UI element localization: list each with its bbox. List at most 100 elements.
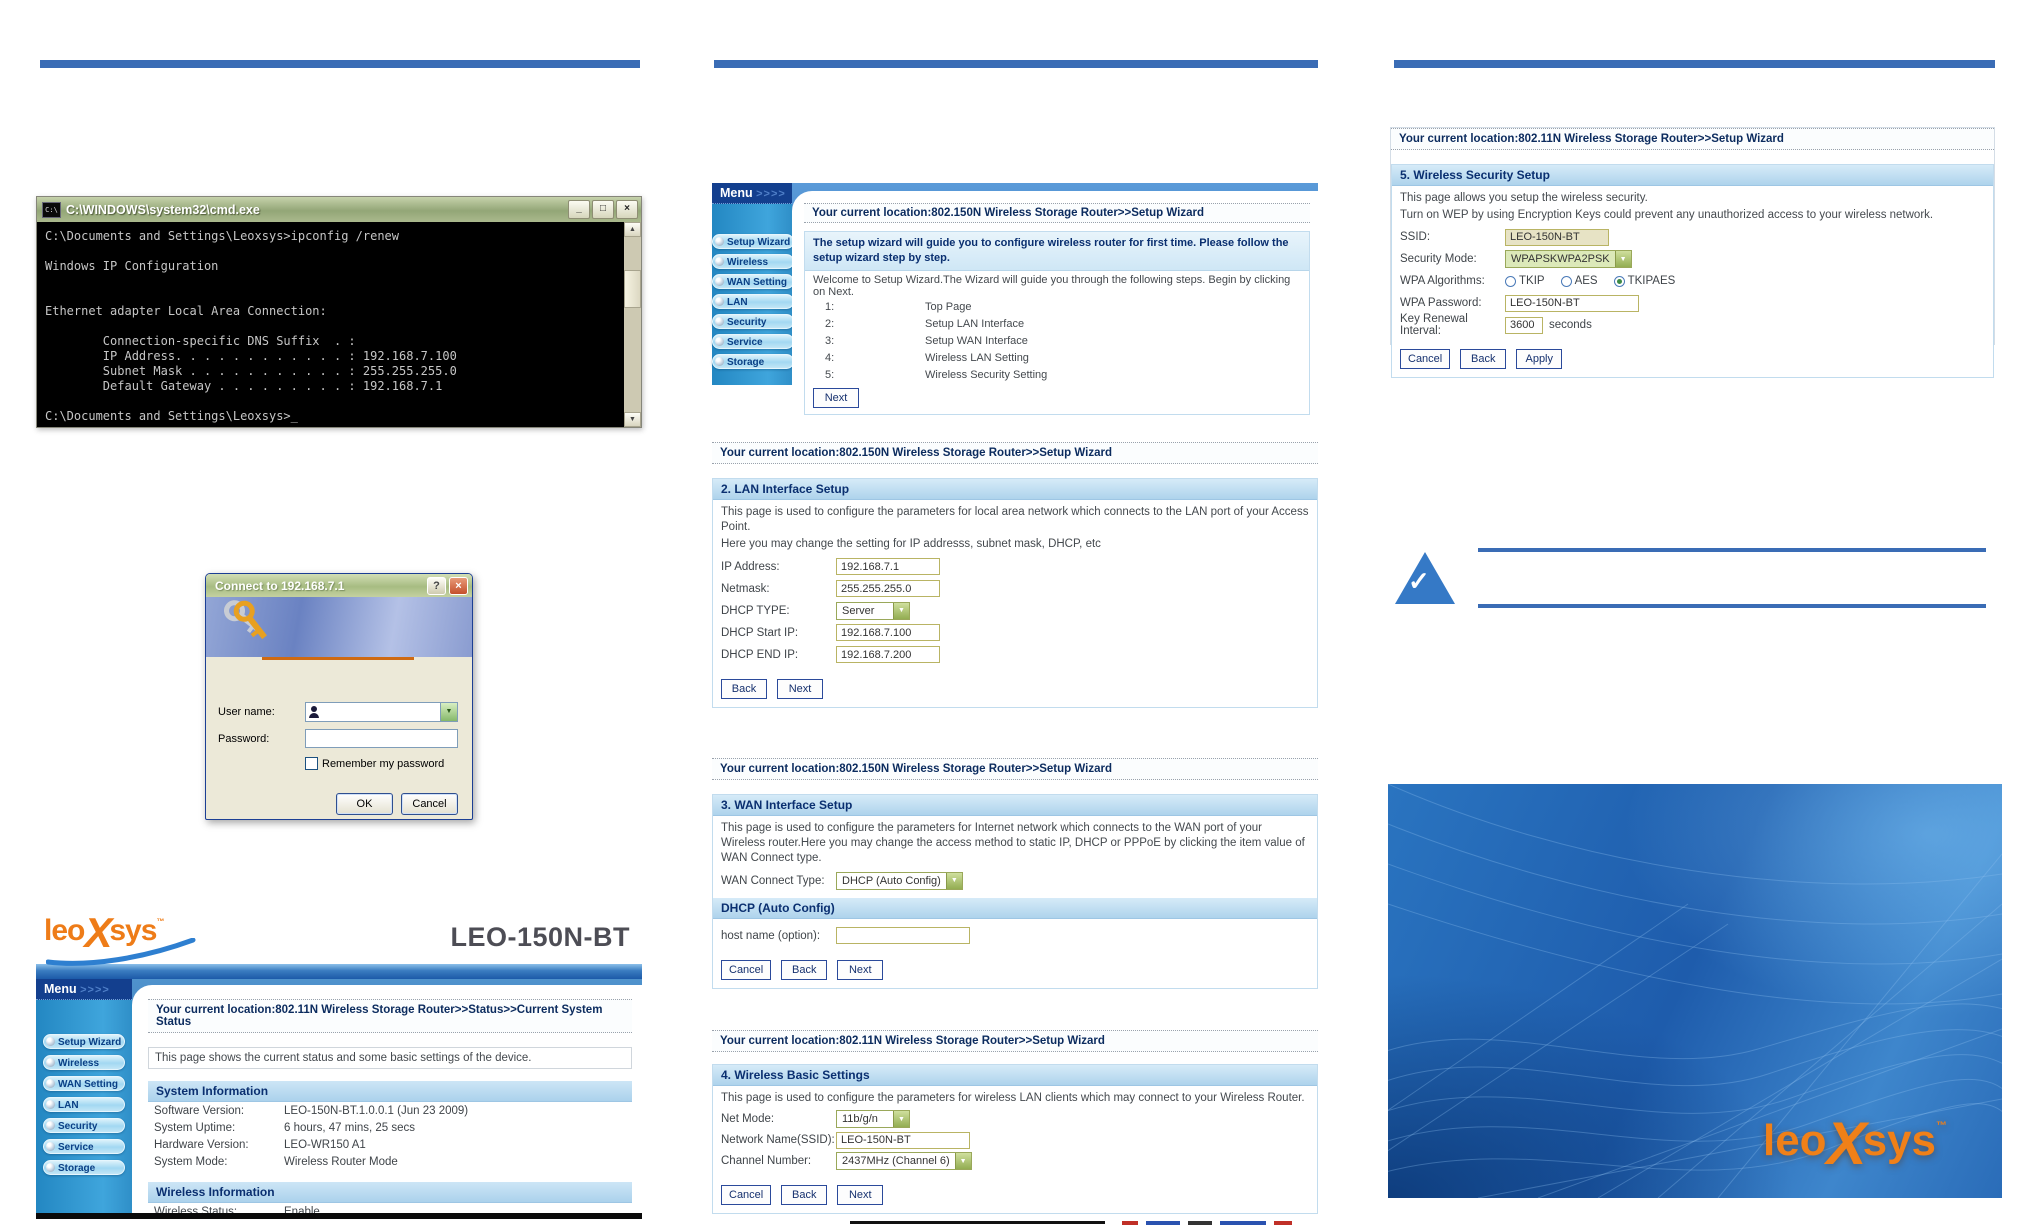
page-header: leoXsys™ LEO-150N-BT — [36, 908, 642, 966]
ok-button[interactable]: OK — [336, 793, 393, 815]
sidebar-item-security[interactable]: Security — [43, 1118, 125, 1133]
remember-checkbox[interactable] — [305, 757, 318, 770]
back-button[interactable]: Back — [781, 959, 828, 980]
host-name-input[interactable] — [836, 927, 970, 945]
wireless-basic-settings-screen: Your current location:802.11N Wireless S… — [712, 1030, 1318, 1215]
chevron-down-icon[interactable]: ▼ — [893, 602, 909, 619]
radio-option-aes[interactable]: AES — [1560, 275, 1598, 287]
sidebar-item-lan[interactable]: LAN — [43, 1097, 125, 1112]
leoxsys-logo: leoXsys™ — [1763, 1114, 1947, 1174]
scrollbar-thumb[interactable] — [624, 270, 641, 308]
radio-icon[interactable] — [1560, 275, 1572, 287]
field-label: DHCP END IP: — [721, 648, 799, 661]
close-icon[interactable]: × — [616, 200, 638, 219]
menu-title: Menu — [720, 186, 753, 200]
step-number: 5: — [825, 368, 835, 381]
sidebar-item-wireless[interactable]: Wireless — [43, 1055, 125, 1070]
remember-password-option[interactable]: Remember my password — [305, 757, 444, 770]
field-label: IP Address: — [721, 560, 780, 573]
sidebar-item-wireless[interactable]: Wireless — [712, 254, 794, 269]
radio-icon[interactable] — [1505, 275, 1516, 287]
wizard-step: 1: Top Page — [805, 299, 1309, 316]
dhcp-end-ip-input[interactable]: 192.168.7.200 — [836, 646, 940, 664]
close-icon[interactable]: × — [449, 576, 468, 595]
security-mode-select[interactable]: WPAPSKWPA2PSK ▼ — [1505, 250, 1632, 269]
row-label: System Uptime: — [154, 1122, 236, 1134]
channel-number-select[interactable]: 2437MHz (Channel 6) ▼ — [836, 1152, 972, 1171]
logo-sys: sys — [1862, 1116, 1936, 1165]
row-value: 6 hours, 47 mins, 25 secs — [284, 1122, 416, 1134]
sidebar-item-setup-wizard[interactable]: Setup Wizard — [43, 1034, 125, 1049]
sidebar-item-setup-wizard[interactable]: Setup Wizard — [712, 234, 794, 249]
chevron-down-icon[interactable]: ▼ — [954, 1153, 971, 1170]
setup-wizard-top-page: Menu >>>> Setup Wizard Wireless WAN Sett… — [712, 183, 1318, 415]
radio-icon-selected[interactable] — [1613, 275, 1625, 287]
lan-interface-setup-screen: Your current location:802.150N Wireless … — [712, 442, 1318, 708]
sidebar-item-security[interactable]: Security — [712, 314, 794, 329]
chevron-down-icon[interactable]: ▼ — [945, 872, 962, 889]
select-value: DHCP (Auto Config) — [837, 872, 946, 889]
user-icon — [309, 706, 319, 718]
note-rule-top — [1478, 548, 1986, 552]
field-label: Channel Number: — [721, 1155, 812, 1168]
radio-option-tkipaes[interactable]: TKIPAES — [1613, 275, 1675, 287]
sidebar-item-service[interactable]: Service — [712, 334, 794, 349]
ip-address-input[interactable]: 192.168.7.1 — [836, 558, 940, 576]
password-field[interactable] — [305, 729, 458, 748]
wpa-password-input[interactable]: LEO-150N-BT — [1505, 294, 1639, 312]
sidebar-item-wan-setting[interactable]: WAN Setting — [712, 274, 794, 289]
cmd-scrollbar[interactable]: ▲ ▼ — [624, 222, 641, 427]
back-button[interactable]: Back — [781, 1185, 828, 1206]
netmask-input[interactable]: 255.255.255.0 — [836, 580, 940, 598]
back-button[interactable]: Back — [721, 678, 767, 699]
next-button[interactable]: Next — [813, 387, 859, 408]
next-button[interactable]: Next — [777, 678, 823, 699]
dialog-titlebar[interactable]: Connect to 192.168.7.1 ? × — [206, 574, 472, 597]
ssid-input[interactable]: LEO-150N-BT — [836, 1131, 970, 1149]
cancel-button[interactable]: Cancel — [721, 959, 772, 980]
cancel-button[interactable]: Cancel — [721, 1185, 772, 1206]
next-button[interactable]: Next — [837, 1185, 884, 1206]
button-row: Cancel Back Apply — [1392, 342, 1993, 377]
dhcp-type-select[interactable]: Server ▼ — [836, 601, 910, 620]
key-renewal-interval-input[interactable]: 3600 — [1505, 316, 1543, 334]
scroll-down-icon[interactable]: ▼ — [624, 412, 641, 427]
username-combobox[interactable]: ▼ — [305, 702, 458, 722]
wan-connect-type-select[interactable]: DHCP (Auto Config) ▼ — [836, 871, 963, 890]
sidebar-item-wan-setting[interactable]: WAN Setting — [43, 1076, 125, 1091]
back-button[interactable]: Back — [1460, 349, 1507, 370]
sidebar-item-storage[interactable]: Storage — [43, 1160, 125, 1175]
form-row: DHCP END IP: 192.168.7.200 — [721, 646, 1309, 664]
next-button[interactable]: Next — [837, 959, 884, 980]
chevron-down-icon[interactable]: ▼ — [893, 1111, 909, 1128]
ssid-input[interactable]: LEO-150N-BT — [1505, 228, 1609, 246]
scroll-up-icon[interactable]: ▲ — [624, 222, 641, 237]
menu-header: Menu >>>> — [712, 183, 792, 204]
help-icon[interactable]: ? — [427, 576, 446, 595]
button-row: Next — [805, 384, 1309, 414]
chevron-down-icon[interactable]: ▼ — [440, 703, 457, 721]
sidebar-item-storage[interactable]: Storage — [712, 354, 794, 369]
step-label: Wireless LAN Setting — [925, 351, 1029, 364]
select-value: Server — [837, 602, 893, 619]
sidebar-item-service[interactable]: Service — [43, 1139, 125, 1154]
radio-option-tkip[interactable]: TKIP — [1505, 275, 1545, 287]
content-area: Your current location:802.11N Wireless S… — [132, 979, 642, 1218]
net-mode-select[interactable]: 11b/g/n ▼ — [836, 1110, 910, 1129]
maximize-icon[interactable]: □ — [592, 200, 614, 219]
note-rule-bottom — [1478, 604, 1986, 608]
sidebar-item-lan[interactable]: LAN — [712, 294, 794, 309]
logo-sys: sys — [109, 914, 157, 947]
apply-button[interactable]: Apply — [1516, 349, 1563, 370]
divider-line-middle — [714, 60, 1318, 68]
dhcp-start-ip-input[interactable]: 192.168.7.100 — [836, 624, 940, 642]
field-label: SSID: — [1400, 231, 1431, 244]
cancel-button[interactable]: Cancel — [1400, 349, 1451, 370]
chevron-down-icon[interactable]: ▼ — [1614, 251, 1631, 268]
content-panel: Your current location:802.11N Wireless S… — [132, 985, 642, 1218]
cancel-button[interactable]: Cancel — [401, 793, 458, 815]
minimize-icon[interactable]: _ — [568, 200, 590, 219]
logo-tm: ™ — [156, 917, 165, 926]
cmd-titlebar[interactable]: C:\ C:\WINDOWS\system32\cmd.exe _ □ × — [37, 197, 641, 222]
field-label: Netmask: — [721, 582, 770, 595]
